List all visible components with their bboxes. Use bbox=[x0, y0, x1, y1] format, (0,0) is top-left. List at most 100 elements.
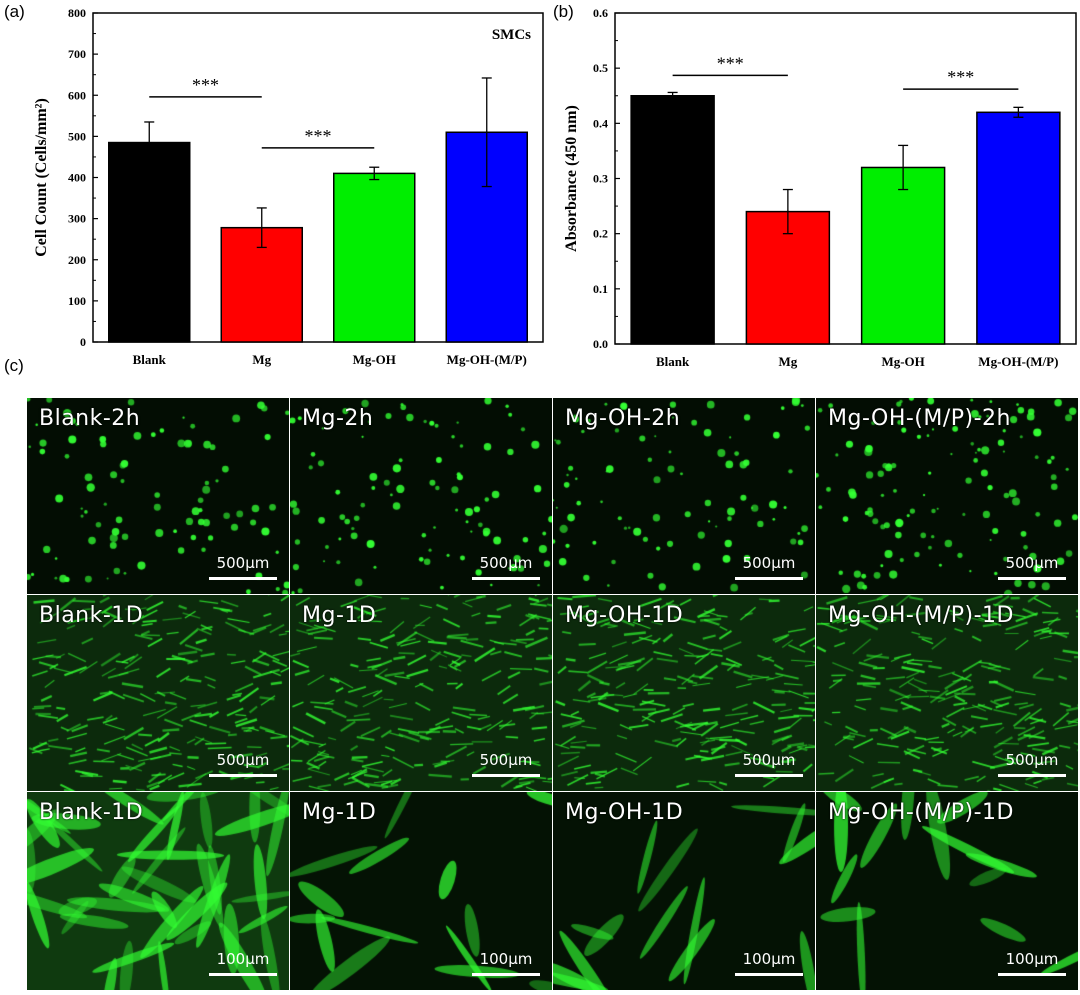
micrograph-label: Mg-OH-1D bbox=[565, 800, 684, 825]
chart-title: SMCs bbox=[492, 27, 531, 43]
fluorescence-image bbox=[816, 792, 1078, 990]
scale-bar-line bbox=[209, 577, 277, 580]
y-tick-label: 0.5 bbox=[593, 61, 608, 75]
scale-bar: 500μm bbox=[998, 751, 1066, 777]
fluorescence-image bbox=[27, 398, 289, 594]
y-tick-label: 0.2 bbox=[593, 227, 608, 241]
scale-bar-label: 100μm bbox=[216, 950, 270, 968]
fluorescence-micrograph-grid: Blank-2h 500μm Mg-2h 500μm Mg-OH-2h 500μm Mg-O… bbox=[27, 398, 1078, 990]
scale-bar: 500μm bbox=[472, 554, 540, 580]
micrograph-label: Mg-2h bbox=[302, 406, 374, 431]
x-tick-label: Mg-OH-(M/P) bbox=[978, 354, 1058, 369]
scale-bar-line bbox=[998, 577, 1066, 580]
y-tick-label: 700 bbox=[68, 47, 86, 61]
scale-bar-line bbox=[998, 973, 1066, 976]
scale-bar: 100μm bbox=[735, 950, 803, 976]
y-axis-label: Absorbance (450 nm) bbox=[563, 105, 580, 252]
micrograph-tile: Blank-1D 500μm bbox=[27, 595, 289, 791]
micrograph-label: Blank-2h bbox=[39, 406, 141, 431]
scale-bar-line bbox=[735, 577, 803, 580]
panel-label-c: (c) bbox=[4, 356, 24, 375]
scale-bar-line bbox=[472, 774, 540, 777]
micrograph-label: Mg-1D bbox=[302, 800, 377, 825]
fluorescence-image bbox=[290, 398, 552, 594]
fluorescence-image bbox=[553, 792, 815, 990]
micrograph-label: Blank-1D bbox=[39, 800, 144, 825]
scale-bar: 500μm bbox=[735, 751, 803, 777]
x-tick-label: Mg-OH-(M/P) bbox=[447, 352, 527, 367]
micrograph-tile: Mg-OH-2h 500μm bbox=[553, 398, 815, 594]
scale-bar-line bbox=[209, 774, 277, 777]
scale-bar-line bbox=[998, 774, 1066, 777]
y-tick-label: 0.4 bbox=[593, 116, 608, 130]
scale-bar-label: 100μm bbox=[1005, 950, 1059, 968]
fluorescence-image bbox=[816, 398, 1078, 594]
scale-bar: 500μm bbox=[735, 554, 803, 580]
y-tick-label: 600 bbox=[68, 88, 86, 102]
scale-bar-label: 500μm bbox=[216, 554, 270, 572]
scale-bar-label: 500μm bbox=[742, 751, 796, 769]
micrograph-tile: Mg-OH-(M/P)-2h 500μm bbox=[816, 398, 1078, 594]
scale-bar-line bbox=[472, 577, 540, 580]
micrograph-tile: Mg-1D 500μm bbox=[290, 595, 552, 791]
scale-bar-label: 500μm bbox=[1005, 751, 1059, 769]
micrograph-label: Mg-OH-(M/P)-2h bbox=[828, 406, 1011, 431]
fluorescence-image bbox=[290, 595, 552, 791]
fluorescence-image bbox=[553, 398, 815, 594]
panel-label-a: (a) bbox=[4, 2, 25, 21]
y-tick-label: 0.6 bbox=[593, 6, 608, 20]
scale-bar-label: 500μm bbox=[479, 751, 533, 769]
y-tick-label: 300 bbox=[68, 212, 86, 226]
scale-bar-line bbox=[735, 973, 803, 976]
micrograph-tile: Blank-2h 500μm bbox=[27, 398, 289, 594]
micrograph-label: Mg-OH-1D bbox=[565, 603, 684, 628]
micrograph-label: Mg-OH-(M/P)-1D bbox=[828, 800, 1014, 825]
micrograph-tile: Mg-OH-(M/P)-1D 500μm bbox=[816, 595, 1078, 791]
micrograph-tile: Mg-2h 500μm bbox=[290, 398, 552, 594]
micrograph-tile: Mg-OH-1D 100μm bbox=[553, 792, 815, 990]
fluorescence-image bbox=[27, 792, 289, 990]
y-tick-label: 200 bbox=[68, 253, 86, 267]
significance-label: *** bbox=[192, 75, 219, 95]
panel-label-b: (b) bbox=[553, 2, 574, 21]
bar-mg-oh bbox=[333, 172, 416, 343]
x-tick-label: Mg-OH bbox=[881, 354, 924, 369]
scale-bar-label: 500μm bbox=[1005, 554, 1059, 572]
fluorescence-image bbox=[290, 792, 552, 990]
scale-bar: 500μm bbox=[472, 751, 540, 777]
fluorescence-image bbox=[27, 595, 289, 791]
y-tick-label: 0.0 bbox=[593, 337, 608, 351]
bar-mg-oh-m-p- bbox=[976, 111, 1061, 345]
scale-bar-label: 500μm bbox=[742, 554, 796, 572]
scale-bar-label: 100μm bbox=[742, 950, 796, 968]
scale-bar: 500μm bbox=[209, 554, 277, 580]
significance-label: *** bbox=[947, 67, 974, 87]
y-axis-label: Cell Count (Cells/mm²) bbox=[33, 98, 50, 257]
x-tick-label: Mg bbox=[252, 352, 271, 367]
micrograph-tile: Blank-1D 100μm bbox=[27, 792, 289, 990]
fluorescence-image bbox=[553, 595, 815, 791]
y-tick-label: 800 bbox=[68, 6, 86, 20]
x-tick-label: Blank bbox=[656, 354, 690, 369]
fluorescence-image bbox=[816, 595, 1078, 791]
scale-bar-line bbox=[472, 973, 540, 976]
micrograph-tile: Mg-OH-(M/P)-1D 100μm bbox=[816, 792, 1078, 990]
scale-bar-label: 500μm bbox=[479, 554, 533, 572]
scale-bar: 100μm bbox=[998, 950, 1066, 976]
y-tick-label: 0.3 bbox=[593, 172, 608, 186]
bar-blank bbox=[108, 141, 191, 343]
scale-bar-label: 100μm bbox=[479, 950, 533, 968]
micrograph-tile: Mg-1D 100μm bbox=[290, 792, 552, 990]
scale-bar-label: 500μm bbox=[216, 751, 270, 769]
scale-bar: 500μm bbox=[998, 554, 1066, 580]
scale-bar-line bbox=[209, 973, 277, 976]
x-tick-label: Mg bbox=[778, 354, 797, 369]
micrograph-label: Mg-OH-(M/P)-1D bbox=[828, 603, 1014, 628]
bar-blank bbox=[630, 95, 715, 345]
micrograph-tile: Mg-OH-1D 500μm bbox=[553, 595, 815, 791]
bar-mg-oh bbox=[860, 166, 946, 345]
y-tick-label: 500 bbox=[68, 129, 86, 143]
chart-b-absorbance: 0.0 0.1 0.2 0.3 0.4 0.5 0.6 Blank Mg Mg-OH Mg-OH-(… bbox=[563, 6, 1077, 369]
micrograph-label: Mg-OH-2h bbox=[565, 406, 681, 431]
scale-bar: 100μm bbox=[472, 950, 540, 976]
